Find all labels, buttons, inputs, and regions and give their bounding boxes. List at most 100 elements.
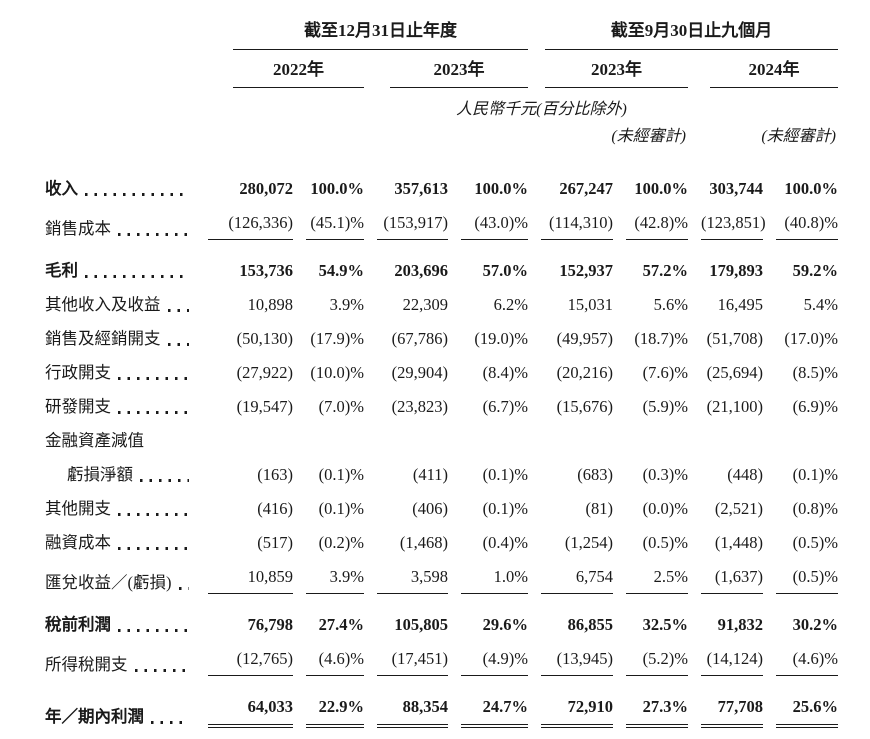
empty-cell [448,424,528,458]
percent-value: (0.0)% [613,492,688,526]
amount-value: (153,917) [364,206,448,246]
row-label: 融資成本 [45,526,195,560]
amount-value: (14,124) [688,642,763,682]
row-label-text: 銷售及經銷開支 [45,329,161,348]
cell-text: (2,521) [714,499,763,518]
percent-value: 57.2% [613,246,688,288]
percent-value: (5.2)% [613,642,688,682]
percent-value: 32.5% [613,600,688,642]
amount-value: (17,451) [364,642,448,682]
cell-text: (29,904) [391,363,448,382]
percent-value: 59.2% [763,246,838,288]
percent-value: 100.0% [293,148,364,206]
cell-text: 27.4% [318,615,364,634]
dot-leader [167,343,189,346]
amount-value: 77,708 [688,682,763,734]
amount-value: 267,247 [528,148,613,206]
amount-value: 22,309 [364,288,448,322]
cell-text: (416) [257,499,293,518]
cell-text: (23,823) [391,397,448,416]
row-label-text: 毛利 [45,261,78,280]
percent-value: (17.9)% [293,322,364,356]
amount-value: (411) [364,458,448,492]
cell-text: (8.4)% [482,363,528,382]
amount-value: (114,310) [528,206,613,246]
amount-value: (683) [528,458,613,492]
cell-text: (517) [257,533,293,552]
table-row: 毛利 153,736 54.9% 203,696 57.0% 152,937 57.2% 17… [45,246,838,288]
table-row: 行政開支 (27,922) (10.0)% (29,904) (8.4)% (20,216… [45,356,838,390]
percent-value: 29.6% [448,600,528,642]
empty-cell [763,424,838,458]
cell-text: (1,448) [714,533,763,552]
row-label: 其他開支 [45,492,195,526]
cell-text: (0.3)% [642,465,688,484]
cell-text: 280,072 [239,179,293,198]
empty-cell [688,424,763,458]
cell-text: (406) [412,499,448,518]
percent-value: (4.6)% [763,642,838,682]
dot-leader [118,513,189,516]
row-label: 金融資產減值 [45,424,195,458]
table-row: 研發開支 (19,547) (7.0)% (23,823) (6.7)% (15,676)… [45,390,838,424]
percent-value: 100.0% [763,148,838,206]
dot-leader [140,479,189,482]
dot-leader [118,377,189,380]
cell-text: 100.0% [474,179,528,198]
col-year-2023: 2023年 [364,50,528,88]
cell-text: 22.9% [306,696,364,728]
cell-text: 57.2% [642,261,688,280]
percent-value: (17.0)% [763,322,838,356]
col-year-2022-label: 2022年 [233,59,364,88]
amount-value: (23,823) [364,390,448,424]
cell-text: (40.8)% [776,212,838,240]
cell-text: 15,031 [567,295,613,314]
percent-value: (7.6)% [613,356,688,390]
year-header-row: 2022年 2023年 2023年 2024年 [45,50,838,88]
percent-value: 27.3% [613,682,688,734]
cell-text: 10,898 [247,295,293,314]
cell-text: (21,100) [706,397,763,416]
amount-value: (21,100) [688,390,763,424]
table-row: 虧損淨額 (163) (0.1)% (411) (0.1)% (683) (0.3)% (44… [45,458,838,492]
row-label: 銷售成本 [45,206,195,246]
header-spacer [45,88,195,121]
row-label: 收入 [45,148,195,206]
percent-value: 5.4% [763,288,838,322]
row-label: 研發開支 [45,390,195,424]
amount-value: 3,598 [364,560,448,600]
cell-text: (51,708) [706,329,763,348]
amount-value: (1,448) [688,526,763,560]
col-group-annual: 截至12月31日止年度 [195,20,528,50]
row-label-text: 虧損淨額 [67,465,133,484]
row-label-text: 金融資產減值 [45,431,144,450]
amount-value: 10,898 [195,288,293,322]
cell-text: (7.0)% [318,397,364,416]
cell-text: (683) [577,465,613,484]
percent-value: (45.1)% [293,206,364,246]
cell-text: (67,786) [391,329,448,348]
percent-value: (0.1)% [293,492,364,526]
percent-value: (0.3)% [613,458,688,492]
amount-value: (517) [195,526,293,560]
cell-text: (448) [727,465,763,484]
table-row: 其他收入及收益 10,898 3.9% 22,309 6.2% 15,031 5.6% 16,… [45,288,838,322]
amount-value: (25,694) [688,356,763,390]
cell-text: (43.0)% [461,212,528,240]
cell-text: (0.5)% [642,533,688,552]
cell-text: (17.0)% [784,329,838,348]
row-label-text: 其他收入及收益 [45,295,161,314]
dot-leader [118,629,189,632]
dot-leader [151,721,189,724]
cell-text: 100.0% [310,179,364,198]
percent-value: 5.6% [613,288,688,322]
cell-text: (411) [412,465,448,484]
amount-value: 16,495 [688,288,763,322]
percent-value: 2.5% [613,560,688,600]
row-label-text: 收入 [45,179,78,198]
row-label-text: 年／期內利潤 [45,707,144,726]
row-label: 毛利 [45,246,195,288]
col-year-2024-interim: 2024年 [688,50,838,88]
header-spacer [195,121,364,148]
cell-text: (13,945) [541,648,613,676]
